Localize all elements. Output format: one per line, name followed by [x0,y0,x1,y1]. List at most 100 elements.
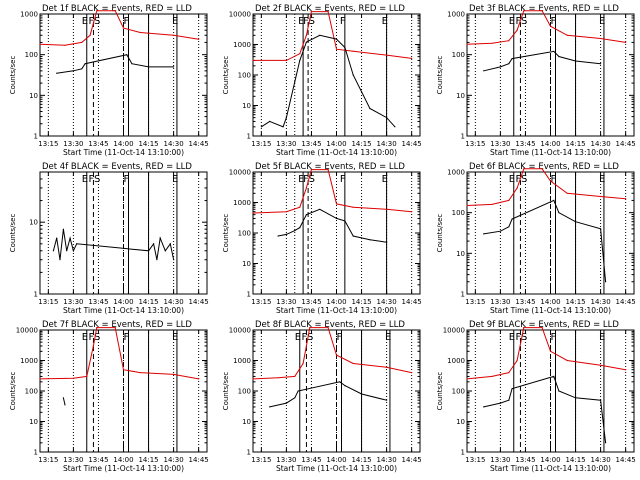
data-point [173,34,175,36]
x-tick-label: 13:15 [38,298,58,306]
data-point [305,34,307,36]
x-tick-label: 13:30 [63,298,83,306]
data-point [511,218,513,220]
data-point [516,187,518,189]
event-marker-label: E [82,174,88,185]
data-point [305,187,307,189]
y-tick-label: 1 [34,449,38,457]
data-point [305,41,307,43]
x-tick-label: 14:00 [113,298,133,306]
data-point [252,212,254,214]
x-tick-label: 13:30 [276,140,296,148]
data-point [299,53,301,55]
chart-panel-6: Det 6f BLACK = Events, RED = LLD 13:15 13:… [436,162,636,315]
data-point [549,25,552,27]
series-line-lld [39,327,199,380]
data-point [386,117,388,119]
x-tick-label: 14:15 [565,140,585,148]
data-point [92,345,94,347]
data-point [344,385,346,387]
data-point [252,378,254,380]
data-point [52,250,55,252]
x-tick-label: 14:00 [113,140,133,148]
data-point [508,40,510,42]
data-point [66,250,68,252]
data-point [411,372,413,374]
data-point [394,126,396,128]
x-tick-label: 14:45 [402,140,422,148]
x-tick-label: 14:30 [591,298,611,306]
x-tick-label: 14:30 [591,140,611,148]
series-line-events [483,50,601,72]
data-point [491,42,493,44]
x-tick-label: 13:15 [251,456,271,464]
x-axis-label: Start Time (11-Oct-14 13:10:00) [490,306,611,315]
data-point [605,442,607,444]
chart-title: Det 1f BLACK = Events, RED = LLD [42,4,192,14]
data-point [310,169,312,171]
data-point [81,41,83,44]
x-tick-label: 13:30 [63,456,83,464]
event-marker-label: E [599,332,605,343]
data-point [508,226,510,228]
y-axis-label: Counts/sec [436,214,444,253]
data-point [566,192,568,194]
event-marker-label: E [172,174,178,185]
y-tick-label: 1 [461,449,465,457]
data-point [600,399,602,401]
data-point [566,359,568,362]
x-tick-label: 13:15 [465,298,485,306]
data-point [148,66,150,68]
chart-panel-3: Det 3f BLACK = Events, RED = LLD 13:15 13:… [436,4,636,157]
data-point [72,250,74,252]
data-point [309,327,311,329]
x-tick-label: 14:00 [326,140,346,148]
y-tick-label: 10 [242,102,251,110]
x-tick-label: 13:30 [276,456,296,464]
x-tick-label: 14:15 [138,298,158,306]
data-point [89,34,91,36]
data-point [352,235,354,237]
event-marker-label: E [298,174,304,185]
y-tick-label: 10 [29,418,38,426]
event-marker-label: F [340,174,346,185]
data-point [156,259,158,261]
y-tick-label: 1000 [233,41,251,49]
data-point [64,404,66,406]
data-point [260,126,262,128]
event-marker-label: F [340,16,346,27]
data-point [335,217,338,219]
y-tick-label: 1000 [447,169,465,177]
x-tick-label: 13:45 [301,298,321,306]
data-point [173,373,175,375]
y-tick-label: 10 [456,250,465,258]
event-marker-label: E [82,16,88,27]
x-tick-label: 14:15 [138,456,158,464]
data-point [558,390,560,392]
data-point [139,372,141,374]
data-point [511,388,513,390]
data-point [491,203,493,205]
x-tick-label: 14:30 [591,456,611,464]
series-line-events [62,397,66,406]
data-point [541,327,543,329]
x-tick-label: 13:30 [490,456,510,464]
event-marker-label: FS [301,332,313,343]
data-point [483,233,485,235]
data-point [169,243,171,245]
x-tick-label: 14:45 [616,140,636,148]
y-axis-label: Counts/sec [222,372,230,411]
event-marker-label: E [382,174,388,185]
data-point [305,214,307,216]
x-tick-label: 14:45 [189,456,209,464]
event-marker-label: F [551,332,557,343]
data-point [59,259,61,261]
data-point [81,68,83,70]
y-tick-label: 1 [34,133,38,141]
data-point [625,41,627,44]
x-axis-label: Start Time (11-Oct-14 13:10:00) [276,306,397,315]
x-tick-label: 14:00 [326,298,346,306]
x-tick-label: 13:45 [515,298,535,306]
data-point [508,372,510,374]
